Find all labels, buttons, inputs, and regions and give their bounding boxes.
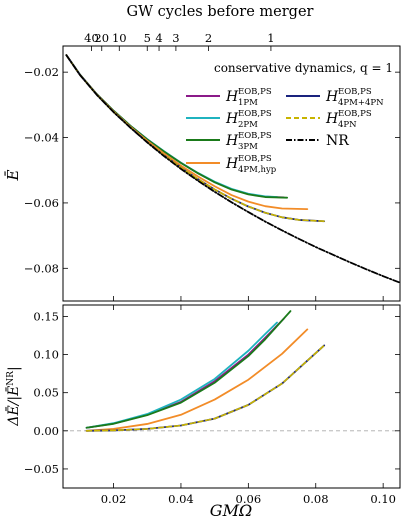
bottom-series-line [85,344,325,432]
legend-title: conservative dynamics, q = 1 [214,61,393,75]
top-cycle-tick-label: 10 [112,31,127,45]
bottom-panel: −0.050.000.050.100.15 0.02 0.04 0.06 0.08 0.… [4,296,401,520]
legend-label: NR [326,133,349,149]
bottom-x-tick-label: 0.02 [101,492,127,506]
top-y-tick-label: −0.06 [24,196,59,210]
top-series-line [65,54,401,284]
legend-label: HEOB,PS 3PM [225,131,272,152]
top-cycle-tick-label: 1 [267,31,274,45]
bottom-panel-curves [63,310,400,432]
legend-label: HEOB,PS 2PM [225,109,272,130]
top-y-tick-label: −0.08 [24,261,59,275]
top-cycle-tick-label: 2 [205,31,212,45]
top-panel: −0.02 −0.04 −0.06 −0.08 Ē conservative dyna… [4,45,401,302]
top-panel-frame [62,45,401,302]
bottom-y-tick-label: 0.05 [33,386,59,400]
bottom-y-axis-label-tail: | [6,366,22,371]
top-series-line [65,54,325,223]
top-y-axis-label: Ē [4,169,22,181]
legend-label: HEOB,PS 4PM,hyp [225,154,277,175]
legend-label: HEOB,PS 1PM [225,87,272,108]
legend-label: HEOB,PS 4PM+4PN [325,87,384,108]
top-y-tick-label: −0.04 [24,131,59,145]
top-cycle-tick-label: 20 [94,31,109,45]
top-series-line [65,54,326,223]
bottom-y-tick-label: −0.05 [24,462,59,476]
bottom-series-line [85,310,292,429]
bottom-y-axis-label: ΔĒ/|ĒNR| [4,366,22,426]
top-y-ticks: −0.02 −0.04 −0.06 −0.08 [24,65,400,275]
bottom-y-ticks: −0.05 0.00 0.05 0.10 0.15 [24,309,400,476]
bottom-y-tick-label: 0.15 [33,309,59,323]
top-cycle-tick-label: 40 [84,31,99,45]
bottom-x-tick-label: 0.08 [303,492,329,506]
bottom-series-line [85,321,278,429]
bottom-x-ticks: 0.02 0.04 0.06 0.08 0.10 [101,296,396,506]
top-axis-label: GW cycles before merger [127,4,314,20]
legend-label: HEOB,PS 4PN [325,109,372,130]
bottom-series-line [85,328,309,432]
svg-text:ΔĒ/|ĒNR|: ΔĒ/|ĒNR| [4,366,22,426]
top-cycle-tick-label: 5 [144,31,151,45]
bottom-y-axis-label-sup: NR [6,371,16,386]
legend: conservative dynamics, q = 1 HEOB,PS 1PMH… [186,61,393,175]
bottom-x-tick-label: 0.06 [236,492,262,506]
top-cycle-tick-label: 4 [155,31,162,45]
bottom-y-axis-label-main: ΔĒ/|Ē [4,386,22,427]
bottom-series-line [85,317,285,429]
bottom-x-axis-label: GMΩ [210,501,252,520]
bottom-x-tick-label: 0.10 [370,492,396,506]
bottom-x-tick-label: 0.04 [168,492,194,506]
top-y-tick-label: −0.02 [24,65,59,79]
top-cycle-tick-label: 3 [172,31,179,45]
top-panel-curves [65,54,401,284]
bottom-y-tick-label: 0.00 [33,424,59,438]
bottom-y-tick-label: 0.10 [33,348,59,362]
bottom-panel-frame [62,304,401,489]
